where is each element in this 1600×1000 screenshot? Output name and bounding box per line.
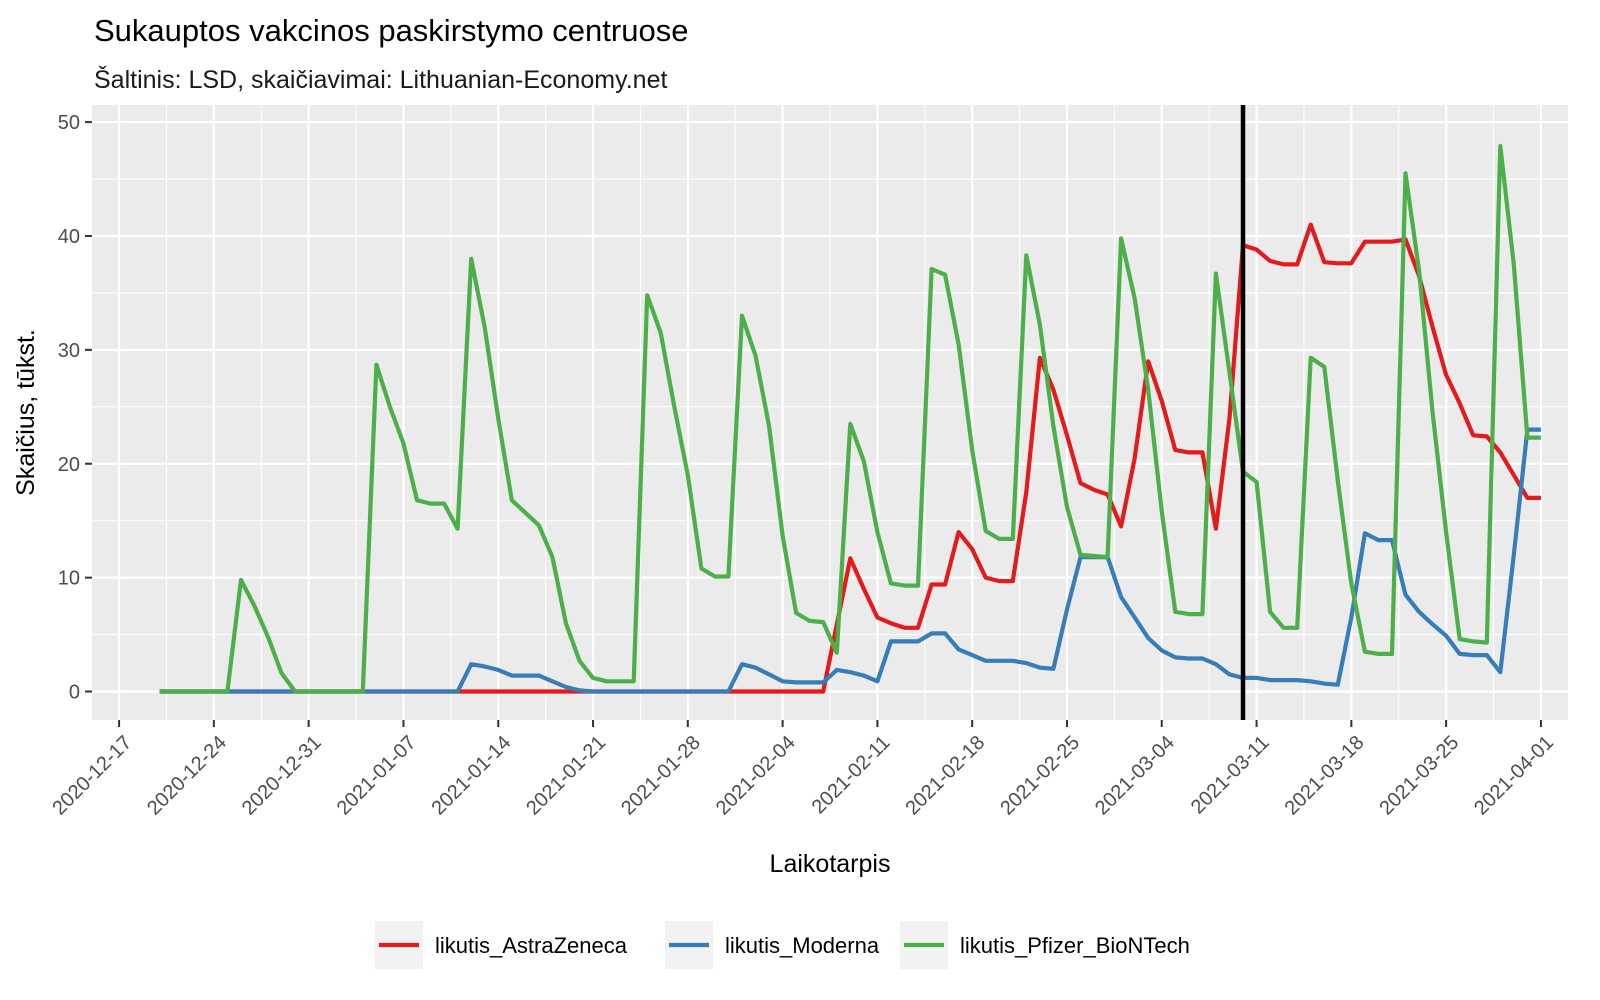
- x-tick-label: 2021-01-07: [333, 732, 421, 820]
- y-tick-label: 50: [58, 112, 80, 134]
- y-axis-title: Skaičius, tūkst.: [12, 329, 40, 496]
- x-tick-label: 2021-03-04: [1091, 732, 1179, 820]
- y-tick-label: 40: [58, 226, 80, 248]
- series-lines: [159, 143, 1541, 694]
- x-tick-label: 2021-03-18: [1281, 732, 1369, 820]
- x-tick-label: 2021-02-25: [996, 732, 1084, 820]
- x-tick-label: 2020-12-31: [238, 732, 326, 820]
- x-tick-label: 2021-01-14: [427, 732, 515, 820]
- x-tick-label: 2020-12-17: [48, 732, 136, 820]
- chart-title: Sukauptos vakcinos paskirstymo centruose: [94, 13, 688, 48]
- x-tick-label: 2021-01-21: [522, 732, 610, 820]
- x-tick-label: 2020-12-24: [143, 732, 231, 820]
- y-tick-label: 20: [58, 454, 80, 476]
- x-tick-label: 2021-03-11: [1187, 732, 1274, 819]
- y-tick-label: 10: [58, 568, 80, 590]
- chart-subtitle: Šaltinis: LSD, skaičiavimai: Lithuanian-…: [94, 65, 667, 94]
- x-tick-label: 2021-02-18: [901, 732, 989, 820]
- x-tick-label: 2021-03-25: [1375, 732, 1463, 820]
- legend-label-likutis_Pfizer_BioNTech: likutis_Pfizer_BioNTech: [960, 933, 1190, 958]
- x-tick-label: 2021-01-28: [617, 732, 705, 820]
- x-tick-label: 2021-02-04: [712, 732, 800, 820]
- y-tick-label: 30: [58, 340, 80, 362]
- legend-label-likutis_AstraZeneca: likutis_AstraZeneca: [435, 933, 628, 958]
- x-axis-title: Laikotarpis: [770, 850, 891, 878]
- legend: likutis_AstraZeneca likutis_Moderna likuti…: [375, 921, 1190, 969]
- x-tick-label: 2021-04-01: [1470, 732, 1558, 820]
- series-line-likutis_Moderna: [159, 427, 1541, 694]
- series-line-likutis_Pfizer_BioNTech: [159, 143, 1541, 694]
- y-tick-label: 0: [69, 682, 80, 704]
- legend-label-likutis_Moderna: likutis_Moderna: [725, 933, 880, 958]
- x-tick-label: 2021-02-11: [808, 732, 895, 819]
